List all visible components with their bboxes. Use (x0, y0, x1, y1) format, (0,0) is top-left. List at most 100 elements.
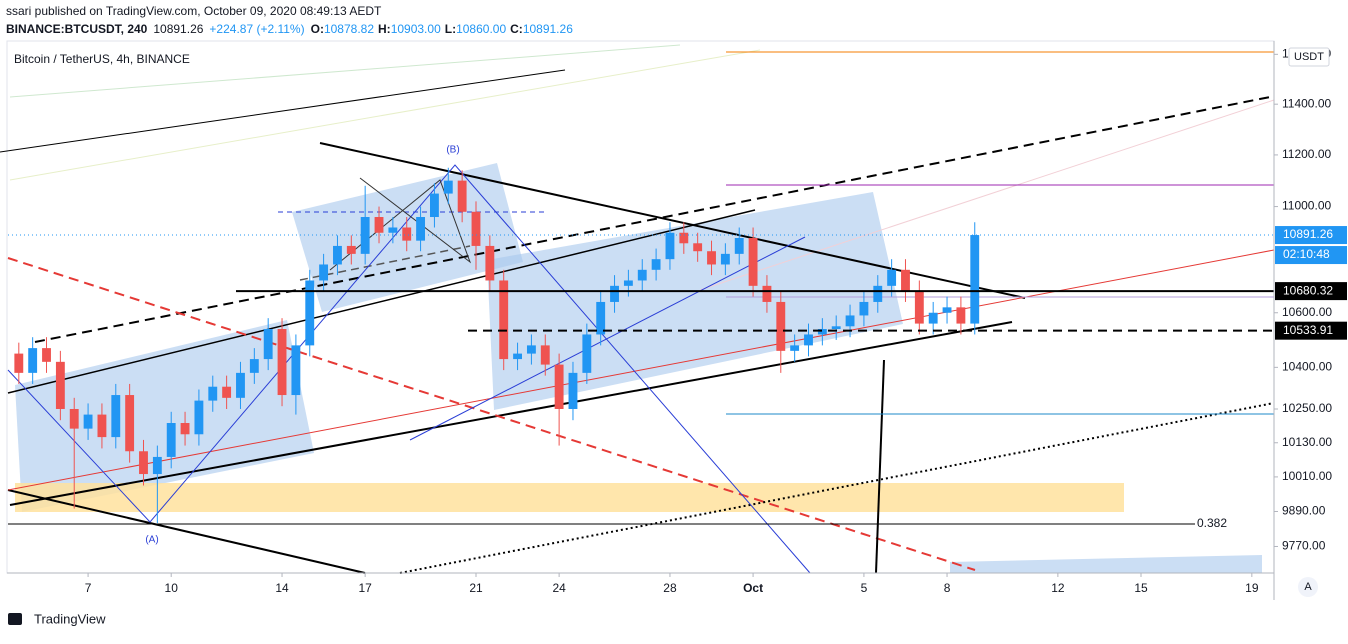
candle-body (139, 451, 148, 475)
candle-body (291, 345, 301, 396)
x-tick-label: 21 (469, 581, 483, 595)
candle-body (111, 395, 121, 438)
header: ssari published on TradingView.com, Octo… (6, 4, 573, 36)
y-tick-label: 11000.00 (1282, 199, 1331, 213)
price-tag (1275, 226, 1347, 245)
last: 10891.26 (153, 22, 203, 36)
x-tick-label: 19 (1245, 581, 1259, 595)
price-tag-label: 10533.91 (1283, 323, 1333, 337)
trend-line (7, 249, 1275, 491)
candle-body (859, 301, 869, 316)
x-tick-label: 8 (944, 581, 951, 595)
wave-label: (A) (145, 535, 158, 546)
scale-button[interactable] (1298, 577, 1318, 597)
candle-body (55, 361, 65, 409)
x-tick-label: 10 (165, 581, 179, 595)
candle-body (180, 423, 190, 435)
candle-body (277, 329, 287, 396)
candle-body (914, 291, 924, 324)
candle-body (513, 353, 522, 360)
candle-body (873, 285, 883, 302)
y-tick-label: 10250.00 (1282, 401, 1332, 415)
h-label: H: (378, 22, 391, 36)
candle-body (152, 456, 162, 475)
candle-body (83, 414, 93, 429)
y-tick-label: 10010.00 (1282, 469, 1332, 483)
x-tick-label: 24 (552, 581, 566, 595)
candle-body (568, 372, 578, 409)
candle-body (804, 334, 813, 346)
candle-body (651, 259, 661, 270)
candle-body (194, 400, 204, 435)
o-label: O: (311, 22, 324, 36)
candle-body (402, 227, 412, 241)
channel-box (950, 555, 1262, 573)
x-tick-label: 7 (85, 581, 92, 595)
candle-body (125, 395, 135, 452)
trend-line (9, 321, 1013, 506)
y-tick-label: 10400.00 (1282, 360, 1332, 374)
legend-bg (8, 50, 208, 70)
fib-label: 0.382 (1197, 516, 1227, 530)
price-tag (1275, 282, 1347, 301)
candle-body (610, 285, 619, 302)
candle-body (582, 334, 592, 373)
candle-body (707, 251, 716, 265)
candle-body (166, 423, 176, 457)
publisher: ssari published on TradingView.com, Octo… (6, 4, 382, 18)
candle-body (388, 227, 398, 233)
candle-body (42, 348, 51, 362)
pattern-line (329, 177, 472, 271)
x-tick-label: 17 (358, 581, 372, 595)
y-tick-label: 10130.00 (1282, 435, 1332, 449)
x-tick-label: 14 (275, 581, 289, 595)
trend-line (7, 257, 976, 571)
candle-body (887, 269, 897, 286)
candle-body (430, 193, 439, 218)
wave-line (7, 164, 811, 574)
currency: USDT (1294, 51, 1324, 63)
candle-body (97, 414, 107, 438)
trend-line (34, 96, 1271, 343)
candle-body (14, 353, 24, 373)
candle-body (346, 245, 356, 254)
candle-body (665, 232, 675, 260)
candle-body (457, 180, 467, 212)
candle-body (831, 326, 841, 330)
candle-body (360, 217, 370, 254)
change: +224.87 (+2.11%) (209, 22, 304, 36)
candle-body (443, 180, 453, 194)
candle-body (236, 372, 245, 398)
currency-badge (1288, 47, 1330, 67)
brand-logo (8, 613, 22, 625)
candle-body (734, 238, 744, 254)
trend-line (7, 209, 756, 394)
trend-line (409, 236, 806, 441)
trend-line (0, 69, 566, 153)
wave-label: (B) (446, 145, 459, 156)
y-tick-label: 9890.00 (1282, 504, 1326, 518)
trend-line (399, 402, 1275, 574)
scale-button-label[interactable]: A (1304, 581, 1312, 593)
candle-body (942, 307, 952, 313)
brand-name: TradingView (34, 611, 106, 626)
candle-body (208, 386, 218, 401)
symbol: BINANCE:BTCUSDT, 240 (6, 22, 148, 36)
candle-body (499, 280, 509, 360)
price-tag-label: 10680.32 (1283, 283, 1333, 297)
candle-body (776, 301, 786, 351)
candles (8, 167, 1274, 524)
candle-body (471, 211, 481, 246)
trend-line (699, 99, 1275, 291)
candle-body (526, 345, 536, 354)
x-tick-label: Oct (743, 581, 763, 595)
y-tick-label: 11200.00 (1282, 147, 1331, 161)
trend-line (875, 359, 885, 574)
candle-body (901, 269, 910, 292)
candle-body (956, 307, 966, 324)
candle-body (554, 364, 564, 409)
legend: Bitcoin / TetherUS, 4h, BINANCE (14, 52, 190, 66)
x-tick-label: 28 (663, 581, 677, 595)
axes: 11600.0011400.0011200.0011000.0010600.00… (85, 47, 1347, 595)
